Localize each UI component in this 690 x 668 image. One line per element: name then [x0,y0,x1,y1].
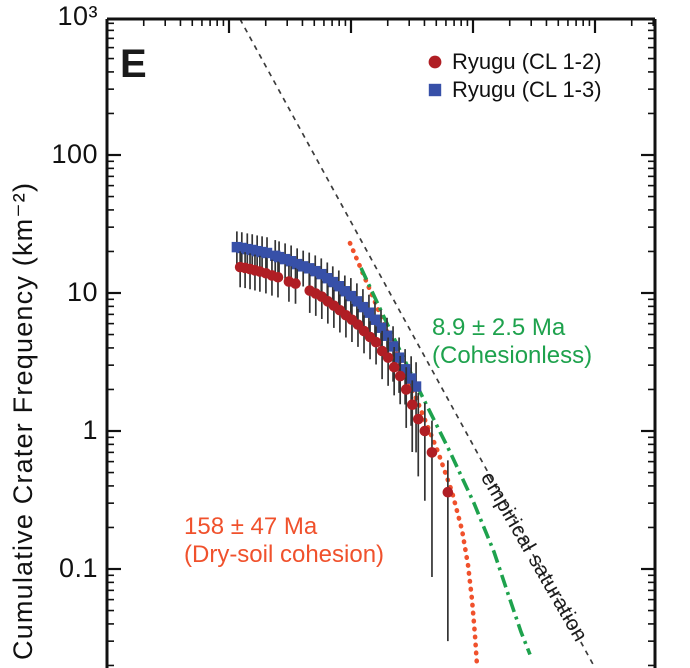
axes-frame [105,17,657,668]
series-blue_series [231,231,422,453]
data-point-square [381,330,393,341]
annotation-dry-soil-model: (Dry-soil cohesion) [184,541,385,568]
annotation-dry-soil: 158 ± 47 Ma (Dry-soil cohesion) [184,513,384,569]
data-point-circle [388,361,400,373]
legend-label-cl12: Ryugu (CL 1-2) [452,48,602,74]
fit-line-green_fit [359,267,532,656]
data-point-square [333,281,345,292]
data-point-square [327,276,338,288]
data-point-square [291,258,303,270]
data-point-circle [400,384,412,395]
annotation-dry-soil-age: 158 ± 47 Ma [184,513,318,540]
axis-ticks [107,19,655,667]
y-tick-label-100: 100 [51,139,98,169]
data-point-square [357,301,369,313]
data-point-square [410,381,422,392]
data-point-circle [272,271,284,283]
data-point-circle [370,336,382,348]
data-point-square [351,296,363,307]
y-tick-label-0p1: 0.1 [58,553,98,583]
data-point-square [405,373,417,384]
data-point-square [387,341,399,352]
data-point-square [285,255,297,267]
data-point-square [304,263,315,274]
data-point-circle [382,352,394,363]
data-point-circle [412,413,424,425]
y-axis-title: Cumulative Crater Frequency (km⁻²) [8,181,38,660]
y-tick-label-1: 1 [82,415,98,445]
blue-square-marker-icon [428,83,442,96]
annotation-cohesionless-age: 8.9 ± 2.5 Ma [432,314,566,341]
data-point-square [393,352,405,363]
data-point-square [316,268,327,280]
panel-label: E [120,42,147,86]
y-tick-label-1000: 10³ [57,1,98,31]
plot-inner [231,20,596,668]
fit-line-saturation_line [239,20,596,668]
data-point-square [363,307,375,318]
legend-label-cl13: Ryugu (CL 1-3) [452,76,602,102]
y-tick-label-10: 10 [66,277,98,307]
data-point-circle [426,447,438,458]
legend-item-cl12: Ryugu (CL 1-2) [428,49,602,74]
annotation-cohesionless-model: (Cohesionless) [432,342,593,369]
annotation-cohesionless: 8.9 ± 2.5 Ma (Cohesionless) [432,314,592,370]
data-point-square [279,253,291,265]
red-circle-marker-icon [428,55,442,68]
data-point-square [375,322,387,333]
data-point-circle [442,486,454,498]
data-point-square [399,364,411,375]
data-point-square [297,261,309,272]
series-red_series [234,251,454,642]
data-point-square [339,286,351,297]
data-point-circle [419,425,431,437]
data-point-square [369,314,381,325]
data-point-square [273,251,285,263]
data-point-circle [394,370,406,382]
legend-item-cl13: Ryugu (CL 1-3) [428,77,602,102]
data-point-circle [406,399,418,411]
data-point-square [322,273,333,284]
data-point-square [261,247,273,259]
data-point-square [345,290,357,302]
data-point-square [310,265,321,277]
legend: Ryugu (CL 1-2) Ryugu (CL 1-3) [428,49,602,102]
data-point-circle [290,278,301,289]
data-point-square [236,242,248,254]
